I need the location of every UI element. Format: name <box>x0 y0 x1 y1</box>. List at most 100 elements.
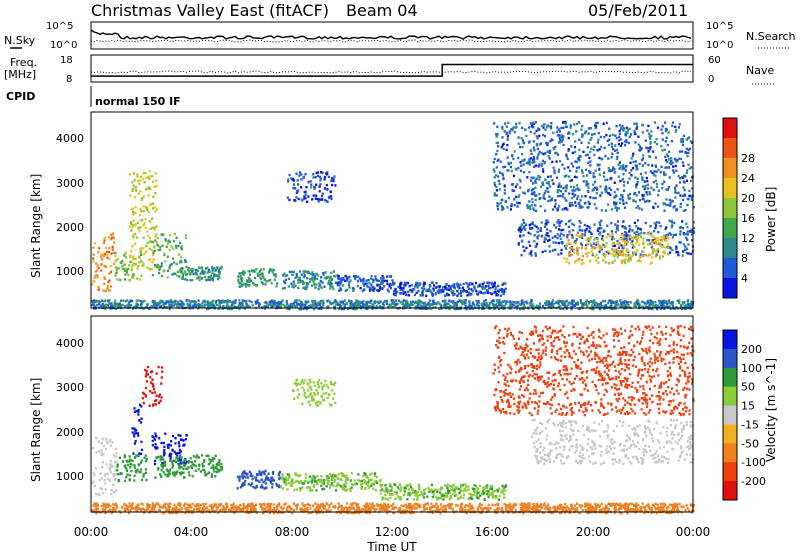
heatmap-cell <box>306 285 309 288</box>
heatmap-cell <box>620 244 623 247</box>
heatmap-cell <box>588 260 592 263</box>
heatmap-cell <box>123 263 126 266</box>
heatmap-cell <box>685 179 688 182</box>
heatmap-cell <box>314 286 317 289</box>
heatmap-cell <box>604 154 607 158</box>
heatmap-cell <box>181 272 184 276</box>
heatmap-cell <box>93 484 96 488</box>
heatmap-cell <box>430 483 433 487</box>
heatmap-cell <box>558 205 561 208</box>
heatmap-cell <box>215 464 218 467</box>
heatmap-cell <box>593 180 597 184</box>
heatmap-cell <box>551 299 554 302</box>
heatmap-cell <box>151 444 154 447</box>
heatmap-cell <box>455 303 458 307</box>
heatmap-cell <box>474 484 478 488</box>
heatmap-cell <box>161 244 164 247</box>
chart-title: Christmas Valley East (fitACF) <box>91 1 329 20</box>
heatmap-cell <box>553 171 556 175</box>
heatmap-cell <box>361 482 364 486</box>
heatmap-cell <box>621 165 624 168</box>
heatmap-cell <box>569 301 572 304</box>
heatmap-cell <box>612 242 615 245</box>
heatmap-cell <box>536 235 539 238</box>
heatmap-cell <box>302 307 305 311</box>
heatmap-cell <box>117 473 120 476</box>
heatmap-cell <box>680 138 683 141</box>
heatmap-cell <box>482 489 485 493</box>
heatmap-cell <box>579 299 582 302</box>
heatmap-cell <box>109 265 112 268</box>
heatmap-cell <box>315 283 318 286</box>
colorbar-tick: 16 <box>741 212 755 225</box>
heatmap-cell <box>612 166 615 169</box>
heatmap-cell <box>439 291 442 294</box>
heatmap-cell <box>677 191 680 194</box>
heatmap-cell <box>105 463 108 466</box>
heatmap-cell <box>301 279 304 283</box>
heatmap-cell <box>628 238 631 241</box>
heatmap-cell <box>659 244 662 247</box>
heatmap-cell <box>203 471 207 474</box>
heatmap-cell <box>556 209 559 212</box>
heatmap-cell <box>522 141 526 145</box>
heatmap-cell <box>528 170 531 174</box>
heatmap-cell <box>519 227 522 230</box>
heatmap-cell <box>487 291 490 294</box>
heatmap-cell <box>317 287 320 291</box>
heatmap-cell <box>263 472 266 476</box>
heatmap-cell <box>596 149 599 152</box>
heatmap-cell <box>211 459 214 462</box>
heatmap-cell <box>207 463 210 466</box>
heatmap-cell <box>534 254 537 257</box>
heatmap-cell <box>555 241 558 244</box>
heatmap-cell <box>284 274 287 277</box>
heatmap-cell <box>650 186 653 189</box>
heatmap-cell <box>291 270 294 273</box>
heatmap-cell <box>315 272 318 275</box>
heatmap-cell <box>310 278 313 281</box>
heatmap-cell <box>570 246 573 250</box>
heatmap-cell <box>315 305 318 308</box>
heatmap-cell <box>213 267 216 270</box>
heatmap-cell <box>488 305 491 308</box>
heatmap-cell <box>616 239 619 243</box>
heatmap-cell <box>128 474 131 477</box>
heatmap-cell <box>557 305 560 309</box>
heatmap-cell <box>98 478 101 482</box>
heatmap-cell <box>652 188 655 192</box>
heatmap-cell <box>545 222 548 225</box>
heatmap-cell <box>566 257 569 260</box>
heatmap-cell <box>676 159 679 162</box>
heatmap-cell <box>576 258 579 261</box>
heatmap-cell <box>557 188 560 192</box>
heatmap-cell <box>515 195 518 199</box>
heatmap-cell <box>511 300 514 304</box>
heatmap-cell <box>565 199 568 202</box>
heatmap-cell <box>134 211 137 215</box>
heatmap-cell <box>281 287 284 290</box>
heatmap-cell <box>567 239 570 242</box>
heatmap-cell <box>441 290 445 293</box>
heatmap-cell <box>422 302 425 305</box>
heatmap-cell <box>543 162 546 165</box>
heatmap-cell <box>396 486 399 489</box>
heatmap-cell <box>277 473 280 477</box>
heatmap-cell <box>666 237 669 240</box>
heatmap-cell <box>91 482 94 485</box>
heatmap-cell <box>171 449 174 452</box>
heatmap-cell <box>166 443 169 447</box>
heatmap-cell <box>483 302 486 305</box>
heatmap-cell <box>631 254 634 258</box>
heatmap-cell <box>604 299 607 303</box>
heatmap-cell <box>636 219 639 222</box>
freq-label-line2: [MHz] <box>4 68 36 81</box>
heatmap-cell <box>288 475 291 478</box>
colorbar-frame <box>722 117 738 299</box>
heatmap-cell <box>270 300 273 303</box>
heatmap-cell <box>160 233 163 236</box>
heatmap-cell <box>595 253 598 256</box>
heatmap-cell <box>557 168 561 171</box>
heatmap-cell <box>619 299 622 302</box>
heatmap-cell <box>221 305 224 309</box>
